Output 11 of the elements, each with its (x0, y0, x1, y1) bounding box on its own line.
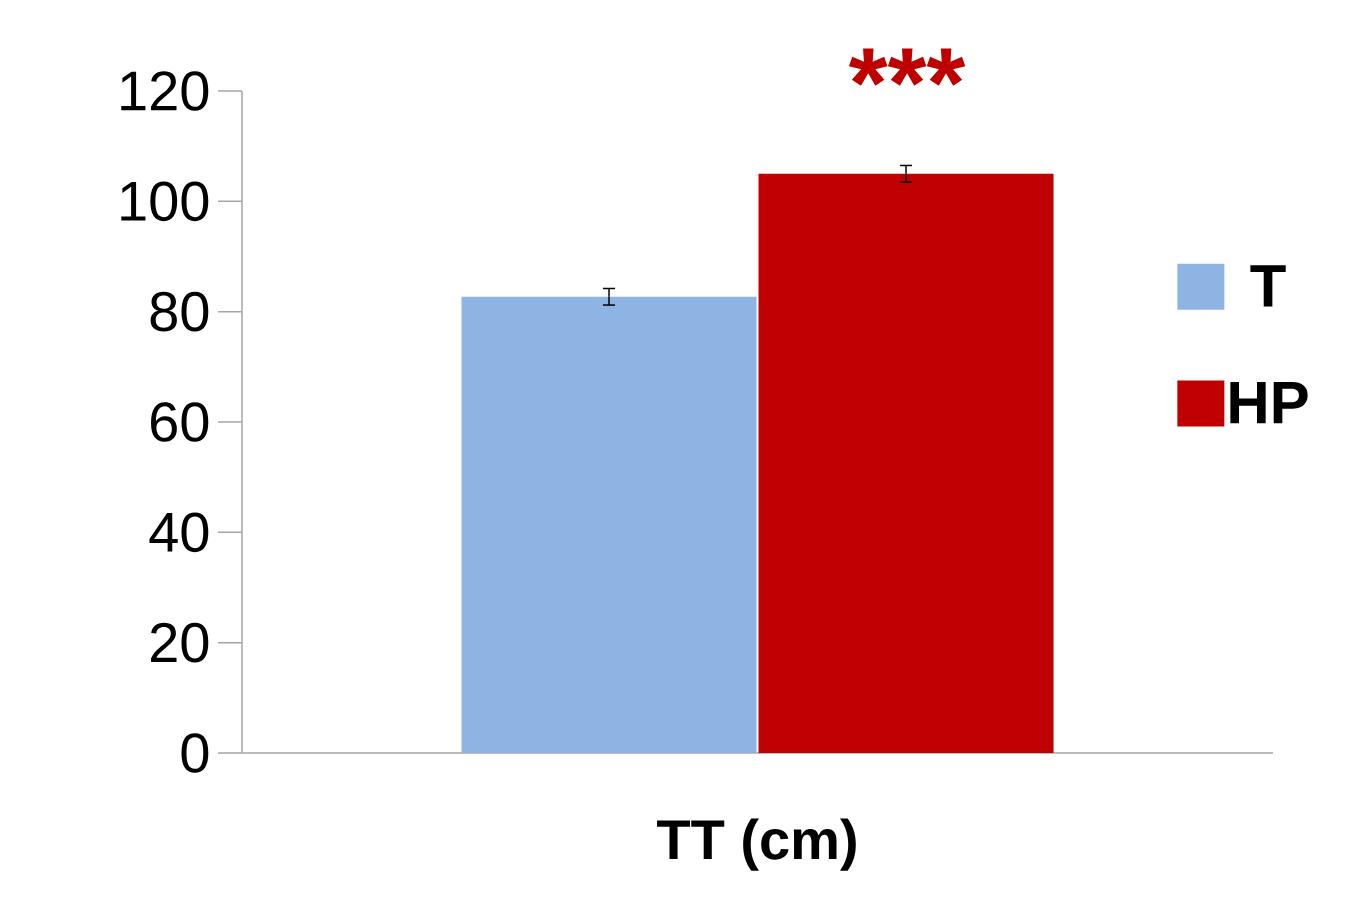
y-tick-label: 20 (151, 622, 209, 663)
y-tick-label: 40 (149, 512, 209, 553)
legend-label: T (1250, 265, 1286, 307)
y-tick-label: 0 (181, 733, 209, 773)
x-tick-label: TT (cm) (657, 818, 856, 871)
text: *** (848, 48, 966, 86)
y-tick-label: 60 (151, 402, 209, 442)
y-tick-label: 120 (121, 71, 209, 111)
legend-label: HP (1230, 382, 1308, 424)
y-tick-label: 80 (150, 291, 209, 332)
y-tick-label: 100 (121, 181, 209, 222)
